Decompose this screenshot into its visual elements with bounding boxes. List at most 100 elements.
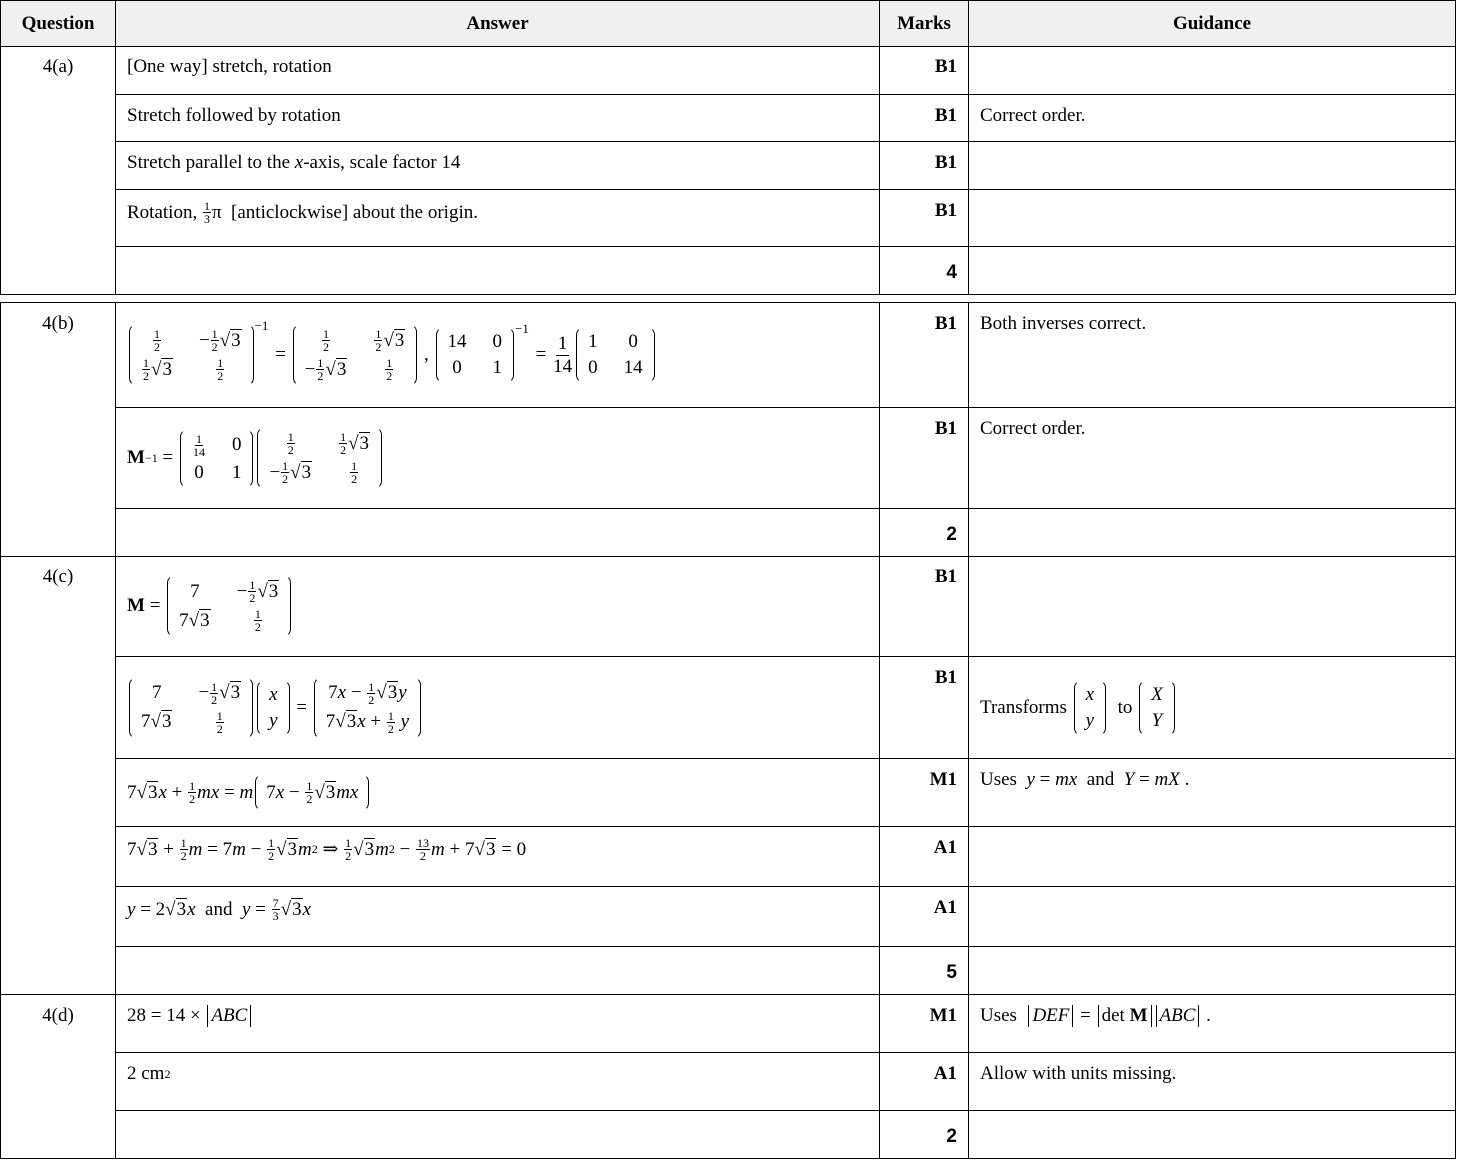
math-text: ⇒ (317, 839, 344, 860)
left-bracket (313, 676, 322, 739)
numerator: 1 (385, 356, 394, 370)
square-root: √3 (475, 837, 497, 861)
math-text: = 0 (496, 838, 527, 860)
square-root: √3 (280, 897, 303, 921)
math-text: π [anticlockwise] about the origin. (211, 201, 478, 223)
right-bracket (1167, 679, 1175, 736)
fraction: 13 2 (416, 837, 431, 863)
left-bracket (1139, 679, 1147, 736)
radical-sign: √ (276, 838, 287, 860)
math-text: and (1077, 769, 1124, 790)
denominator: 2 (287, 443, 294, 457)
left-bracket (129, 676, 137, 739)
denominator: 2 (217, 369, 224, 383)
math-text: − (198, 329, 210, 351)
math-text: to (1108, 696, 1138, 718)
radicand: 3 (386, 681, 399, 703)
denominator: 2 (386, 369, 393, 383)
fraction: 1 14 (553, 333, 572, 378)
square-root: √3 (376, 681, 399, 704)
math-variable: x (357, 711, 366, 732)
math-text: 7 (141, 711, 151, 732)
radical-sign: √ (151, 358, 162, 380)
right-bracket (374, 427, 383, 489)
square-root: √3 (165, 897, 188, 921)
right-bracket (282, 679, 290, 736)
denominator: 2 (211, 340, 218, 354)
math-variable: y (241, 898, 251, 920)
marks-cell: B1 (880, 190, 969, 247)
math-variable: y (400, 711, 410, 732)
guidance-cell: Correct order. (969, 95, 1456, 142)
superscript: 2 (164, 1066, 171, 1081)
radical-sign: √ (280, 898, 292, 920)
math-variable: y (1026, 769, 1035, 790)
matrix-cells: 1 14 0 0 1 (188, 429, 246, 488)
matrix-entry: 0 (194, 462, 204, 484)
radicand: 3 (324, 780, 337, 803)
math-text: 14 (447, 331, 467, 352)
matrix: 1 14 0 0 1 (179, 428, 254, 488)
math-text: = (291, 696, 312, 718)
denominator: 2 (420, 849, 427, 863)
guidance-cell (969, 947, 1456, 995)
right-bracket (1098, 679, 1107, 736)
guidance-cell (969, 827, 1456, 887)
matrix-entry: 1 (588, 331, 598, 353)
matrix-entry: −1 2 √3 (237, 579, 280, 604)
square-root: √3 (276, 837, 298, 861)
guidance-cell: Correct order. (969, 408, 1456, 509)
guidance-cell (969, 247, 1456, 295)
numerator: 1 (210, 327, 219, 341)
guidance-content: Uses DEF = det M ABC . (980, 1005, 1211, 1027)
math-variable: m (375, 838, 389, 860)
numerator: 1 (215, 708, 224, 723)
math-variable: x (158, 781, 167, 803)
left-paren (255, 774, 263, 811)
radical-sign: √ (325, 358, 336, 380)
matrix: 7−1 2 √3 7 √3 1 2 (167, 575, 292, 637)
math-matrix-symbol: M (127, 447, 145, 468)
math-text: Correct order. (980, 105, 1086, 126)
right-bracket (245, 428, 254, 488)
matrix-entry: 1 14 (192, 433, 206, 458)
guidance-cell (969, 46, 1456, 95)
math-text: = (1034, 769, 1056, 790)
denominator: 2 (387, 721, 394, 736)
left-bracket (292, 324, 301, 386)
answer-cell (116, 1111, 880, 1159)
marks-cell: B1 (880, 657, 969, 759)
math-text: 1 (588, 331, 598, 352)
numerator: 1 (339, 430, 348, 444)
math-text: 7 (328, 682, 338, 703)
math-variable: m (239, 781, 254, 803)
numerator: 1 (374, 327, 383, 341)
math-variable: m (188, 838, 203, 860)
math-variable: x (302, 898, 311, 920)
answer-cell: M −1 = 1 14 0 0 1 1 2 1 2 √3−1 2 √3 1 2 (116, 408, 880, 509)
math-text: 0 (628, 331, 638, 352)
numerator: 1 (152, 327, 161, 341)
guidance-content: Both inverses correct. (980, 313, 1146, 335)
denominator: 2 (153, 340, 160, 354)
square-root: √3 (151, 710, 173, 733)
matrix-entry: 14 (448, 331, 467, 353)
header-guidance: Guidance (969, 1, 1456, 47)
total-marks: 2 (880, 509, 969, 557)
